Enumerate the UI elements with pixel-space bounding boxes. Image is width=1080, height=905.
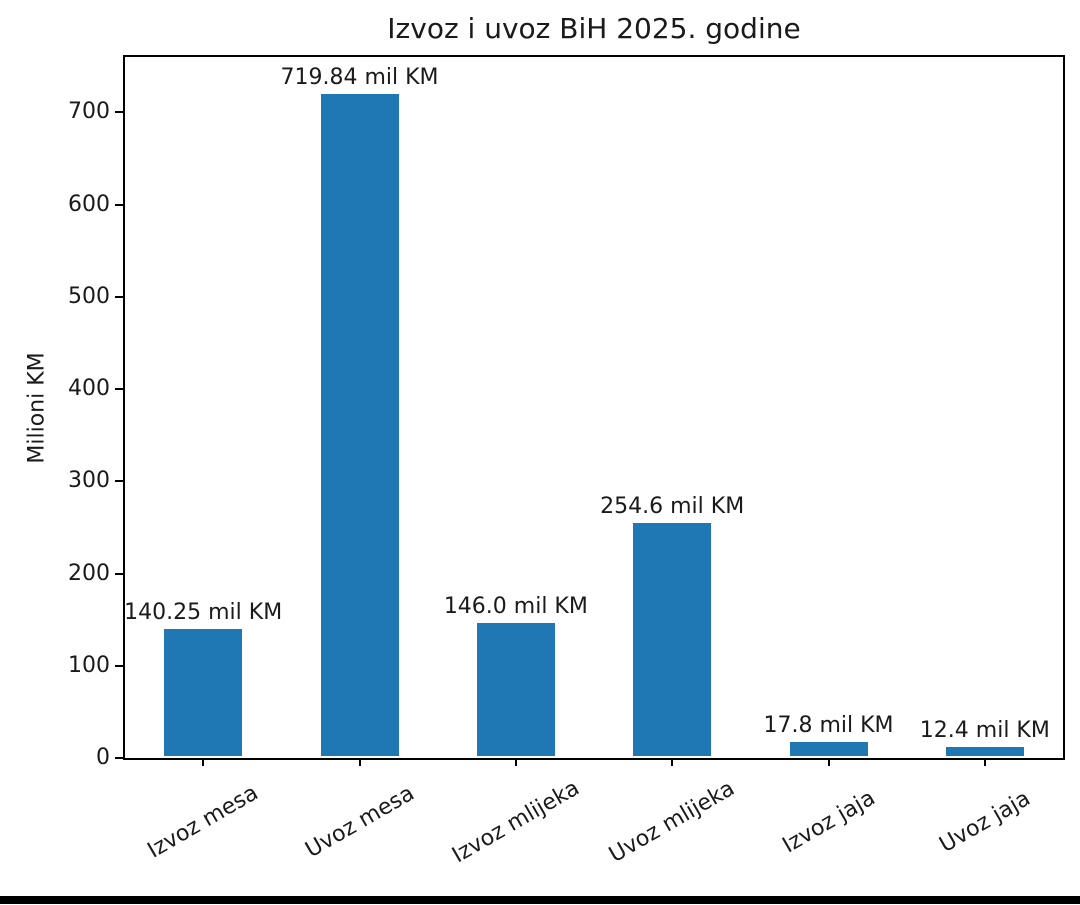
y-axis-label: Milioni KM [24, 352, 50, 464]
bar-value-label: 17.8 mil KM [763, 712, 894, 738]
y-tick-mark [115, 295, 123, 298]
y-tick-mark [115, 664, 123, 667]
y-tick-mark [115, 111, 123, 114]
y-tick-label: 100 [68, 652, 110, 678]
y-tick-label: 200 [68, 560, 110, 586]
bar-value-label: 719.84 mil KM [280, 65, 439, 91]
bar [476, 623, 555, 756]
x-tick-mark [983, 758, 986, 766]
bar-value-label: 12.4 mil KM [919, 717, 1050, 743]
x-tick-mark [827, 758, 830, 766]
bar [633, 523, 712, 756]
y-tick-label: 600 [68, 191, 110, 217]
y-tick-label: 400 [68, 376, 110, 402]
bar-value-label: 140.25 mil KM [124, 599, 283, 625]
y-tick-mark [115, 203, 123, 206]
y-tick-mark [115, 757, 123, 759]
y-tick-mark [115, 572, 123, 575]
plot-area [123, 55, 1065, 760]
bar-value-label: 146.0 mil KM [443, 594, 588, 620]
bar-value-label: 254.6 mil KM [600, 494, 745, 520]
x-tick-mark [514, 758, 517, 766]
y-tick-label: 300 [68, 468, 110, 494]
y-tick-mark [115, 388, 123, 391]
x-tick-label: Izvoz mesa [143, 780, 263, 864]
x-tick-label: Uvoz jaja [935, 786, 1035, 858]
x-tick-label: Uvoz mesa [300, 780, 419, 864]
x-tick-mark [202, 758, 205, 766]
x-tick-label: Uvoz mlijeka [605, 776, 740, 868]
y-tick-label: 700 [68, 99, 110, 125]
y-tick-label: 500 [68, 283, 110, 309]
y-tick-mark [115, 480, 123, 483]
x-tick-label: Izvoz mlijeka [448, 775, 584, 869]
y-tick-label: 0 [96, 745, 110, 770]
x-tick-mark [358, 758, 361, 766]
chart-title: Izvoz i uvoz BiH 2025. godine [387, 12, 801, 45]
bottom-divider [0, 896, 1080, 904]
bar [320, 94, 399, 756]
bar [164, 628, 243, 756]
bar [945, 746, 1024, 756]
bar [789, 741, 868, 756]
x-tick-mark [671, 758, 674, 766]
x-tick-label: Izvoz jaja [777, 785, 880, 859]
